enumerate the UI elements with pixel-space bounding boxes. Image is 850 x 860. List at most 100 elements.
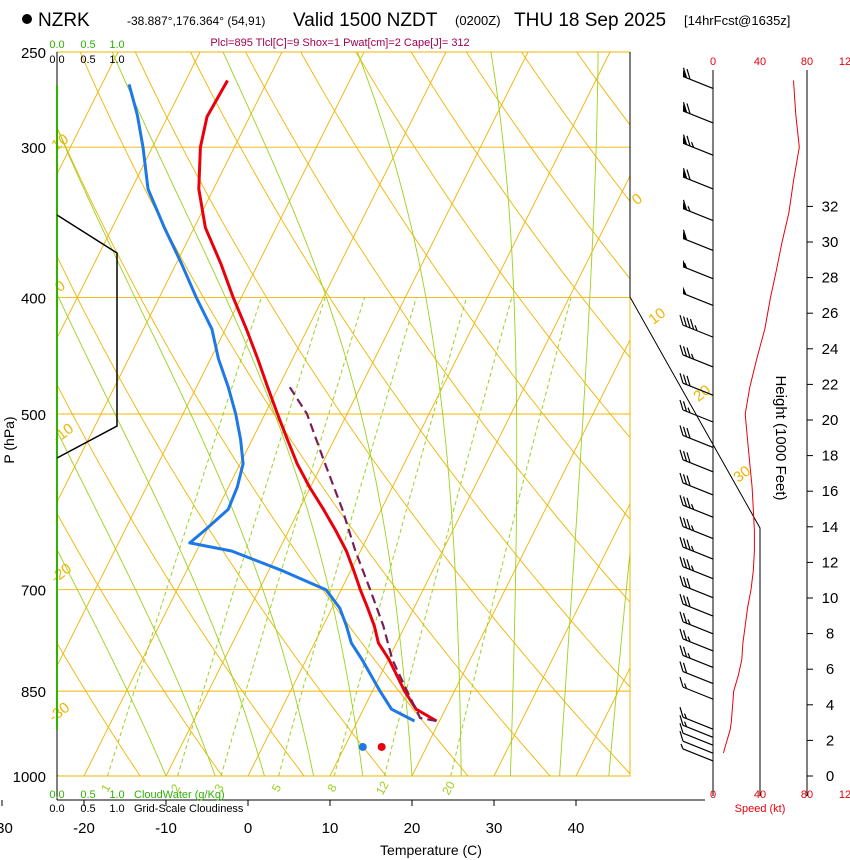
- temperature-tick-label: -20: [73, 820, 95, 837]
- station-location: -38.887°,176.364° (54,91): [127, 14, 265, 28]
- parcel-series-line: [288, 386, 437, 723]
- wind-barb: [682, 199, 714, 222]
- dry-adiabat-line: [465, 52, 630, 280]
- isotherm-label: -30: [45, 699, 73, 726]
- mixing-ratio-label: 20: [439, 778, 458, 797]
- wind-barb: [679, 556, 714, 580]
- wind-barb-flag: [682, 646, 688, 657]
- wind-barb: [679, 344, 714, 368]
- wind-barb: [682, 102, 714, 124]
- wind-barb-flag: [686, 497, 691, 508]
- height-axis-title: Height (1000 Feet): [772, 375, 789, 500]
- isotherm-line: [493, 502, 630, 776]
- cloudiness-tick-top: 1.0: [109, 54, 124, 66]
- dry-adiabat-line: [190, 52, 630, 688]
- isotherm-line: [57, 52, 201, 340]
- wind-barb: [679, 472, 714, 496]
- wind-barb-staff: [682, 292, 714, 307]
- wind-barb-flag: [686, 452, 691, 463]
- wind-barb-flag: [686, 347, 691, 358]
- wind-barb-flag: [679, 575, 684, 586]
- wind-barb-half: [690, 565, 695, 571]
- wind-barb-half: [690, 503, 695, 510]
- wind-barb-flag: [682, 168, 688, 179]
- wind-barb: [679, 723, 714, 746]
- dry-adiabat-line: [57, 255, 387, 776]
- mixing-ratio-line: [220, 297, 365, 776]
- wind-barb-staff: [682, 75, 714, 90]
- surface-temperature-point: [377, 742, 386, 751]
- wind-barb-flag: [686, 539, 691, 550]
- wind-barb-staff: [682, 409, 714, 423]
- wind-barb-flag: [682, 538, 688, 549]
- wind-barb: [682, 134, 714, 156]
- wind-barb: [680, 743, 714, 762]
- isotherm-line: [57, 52, 283, 504]
- wind-barb: [679, 676, 714, 700]
- wind-barb-flag: [682, 316, 688, 327]
- wind-barb-staff: [682, 434, 714, 449]
- cloud-water-tick-bottom: 0.0: [49, 789, 64, 801]
- wind-barb-staff: [682, 621, 714, 635]
- wind-barb-staff: [682, 566, 714, 580]
- wind-barb-flag: [682, 630, 688, 641]
- wind-barb-flag: [686, 135, 691, 146]
- height-tick-label: 2: [826, 732, 834, 749]
- wind-barb-staff: [682, 142, 714, 156]
- wind-barb-flag: [679, 344, 684, 356]
- wind-barb-flag: [682, 450, 688, 462]
- wind-barb-flag: [682, 496, 688, 507]
- height-tick-label: 0: [826, 768, 834, 785]
- wind-barb-half: [690, 545, 695, 552]
- station-dot-icon: [22, 14, 32, 24]
- wind-barb-half: [687, 619, 691, 625]
- dew-series-line: [127, 84, 416, 723]
- temperature-tick-label: 20: [404, 820, 421, 837]
- pressure-tick-label: 1000: [13, 769, 46, 786]
- height-tick-label: 10: [822, 590, 839, 607]
- wind-barb-staff: [682, 482, 714, 496]
- dry-adiabat-line: [79, 52, 551, 776]
- wind-panel-boundary: [629, 52, 761, 796]
- wind-barb-flag: [682, 401, 688, 412]
- wind-barb-flag: [682, 474, 688, 485]
- wind-barb-flag: [679, 472, 684, 484]
- cloud-water-tick-bottom: 0.5: [80, 789, 95, 801]
- cloud-axis: 0.0 0.0 0.5 0.5 1.0 1.0 0.0 0.0 0.5 0.5 1.0 1.0: [49, 39, 124, 815]
- wind-barb-staff: [682, 525, 714, 540]
- moist-adiabat-line: [559, 52, 599, 776]
- mixing-ratio-line: [177, 297, 326, 776]
- wind-barb: [679, 707, 714, 730]
- cloudiness-label: Grid-Scale Cloudiness: [134, 803, 244, 815]
- wind-barb-half: [694, 325, 698, 331]
- cloudiness-tick-top: 0.5: [80, 54, 95, 66]
- wind-speed-tick-bottom: 12: [839, 789, 850, 801]
- dry-adiabat-line: [300, 52, 630, 520]
- wind-barb-flag: [686, 578, 691, 589]
- wind-barb-flag: [682, 67, 688, 78]
- wind-barb-flag: [679, 611, 684, 622]
- dry-adiabat-line: [57, 512, 223, 776]
- utc-time: (0200Z): [455, 13, 501, 28]
- wind-barb: [679, 730, 714, 754]
- wind-barb-flag: [682, 576, 688, 588]
- wind-barb-flag: [686, 317, 691, 328]
- isotherm-label: 10: [48, 131, 72, 155]
- pressure-tick-label: 250: [21, 45, 46, 62]
- dry-adiabat-line: [632, 52, 850, 776]
- cloudiness-tick-bottom: 0.5: [80, 803, 95, 815]
- wind-speed-title: Speed (kt): [735, 803, 786, 815]
- isotherm-label: 0: [52, 277, 69, 296]
- wind-barb: [679, 593, 714, 617]
- wind-barb: [679, 645, 714, 669]
- stability-indices: Plcl=895 Tlcl[C]=9 Shox=1 Pwat[cm]=2 Cap…: [210, 37, 469, 49]
- dry-adiabat-line: [57, 383, 305, 776]
- wind-speed-tick-bottom: 0: [710, 789, 716, 801]
- mixing-ratio-line: [278, 297, 417, 776]
- wind-barb: [679, 611, 714, 635]
- wind-barb-half: [683, 713, 688, 719]
- wind-barb-flag: [679, 723, 684, 734]
- moist-adiabat-line: [57, 548, 167, 776]
- wind-barb-staff: [682, 732, 714, 746]
